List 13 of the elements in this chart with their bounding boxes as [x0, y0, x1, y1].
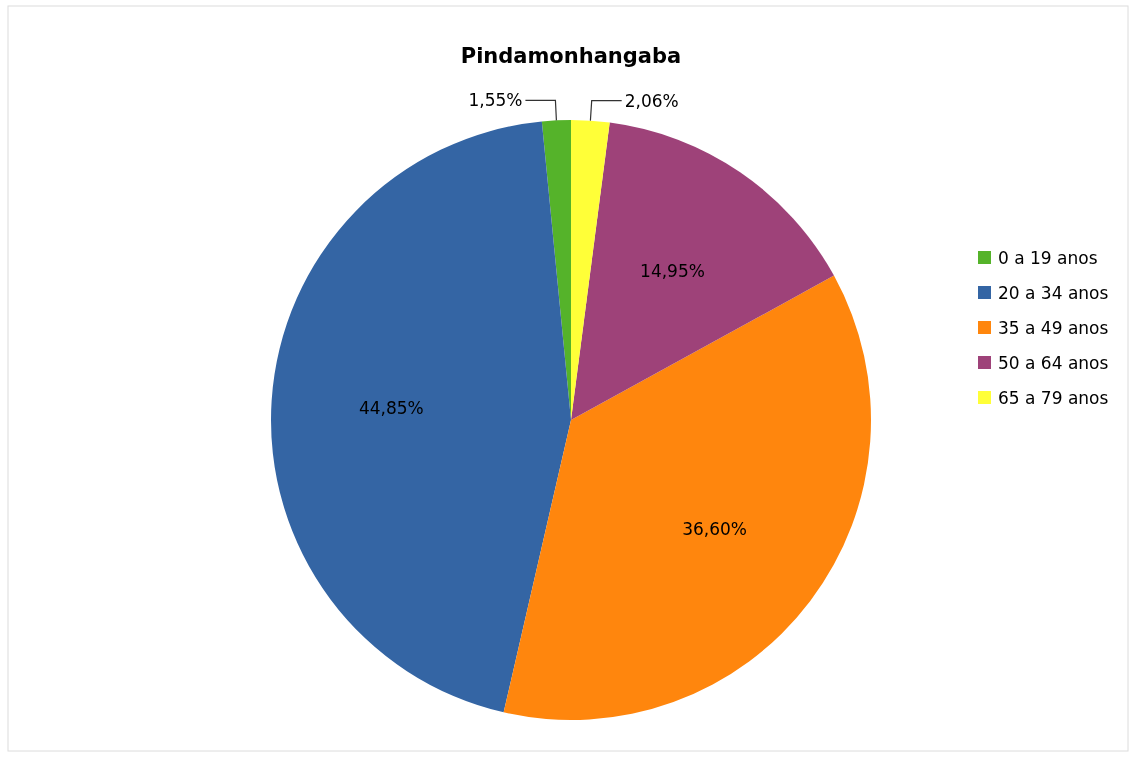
legend-label: 50 a 64 anos	[998, 353, 1109, 373]
data-label: 36,60%	[682, 518, 747, 539]
data-label: 44,85%	[358, 398, 424, 419]
data-label: 14,95%	[640, 261, 705, 282]
data-label: 2,06%	[624, 90, 679, 111]
data-label: 1,55%	[468, 90, 523, 111]
pie-slice	[271, 121, 571, 713]
legend-label: 0 a 19 anos	[998, 248, 1098, 268]
pie-slice	[571, 122, 834, 420]
legend-label: 65 a 79 anos	[998, 388, 1109, 408]
chart-title: Pindamonhangaba	[460, 44, 682, 68]
legend-label: 35 a 49 anos	[998, 318, 1109, 338]
legend-label: 20 a 34 anos	[998, 283, 1109, 303]
